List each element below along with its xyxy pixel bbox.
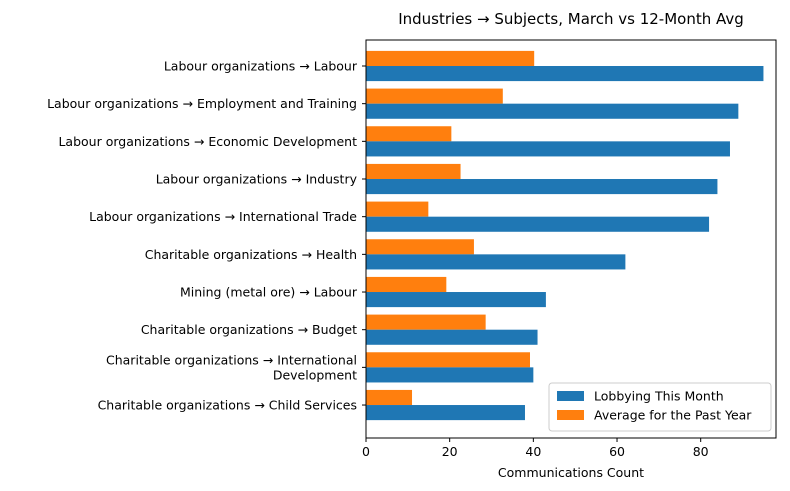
bar-average-past-year — [366, 276, 447, 293]
y-axis: Labour organizations → Labour Labour orga… — [47, 59, 366, 413]
bar-lobbying-this-month — [366, 216, 710, 232]
y-tick-label: Mining (metal ore) → Labour — [180, 285, 358, 300]
plot-frame — [365, 39, 777, 439]
x-tick-label: 20 — [442, 444, 458, 459]
bar-average-past-year — [366, 50, 535, 66]
x-axis: 0 20 40 60 80 — [362, 438, 709, 459]
bars-group — [366, 50, 764, 421]
bar-average-past-year — [366, 163, 461, 180]
bar-average-past-year — [366, 201, 429, 217]
x-tick-label: 40 — [525, 444, 541, 459]
bar-lobbying-this-month — [366, 66, 764, 82]
legend-swatch — [557, 410, 584, 420]
y-tick-label: Labour organizations → Labour — [164, 59, 358, 74]
bar-average-past-year — [366, 314, 486, 330]
bar-average-past-year — [366, 126, 452, 142]
x-tick-label: 80 — [693, 444, 709, 459]
bar-lobbying-this-month — [366, 367, 534, 383]
bar-lobbying-this-month — [366, 329, 538, 345]
bar-average-past-year — [366, 352, 530, 368]
legend-swatch — [557, 391, 584, 401]
legend: Lobbying This Month Average for the Past … — [548, 382, 772, 432]
y-tick-label: Development — [273, 367, 357, 382]
x-tick-label: 60 — [609, 444, 625, 459]
bar-lobbying-this-month — [366, 179, 718, 195]
bar-average-past-year — [366, 239, 474, 255]
bar-lobbying-this-month — [366, 254, 626, 270]
y-tick-label: Charitable organizations → International — [106, 352, 357, 367]
bar-lobbying-this-month — [366, 405, 525, 421]
bar-lobbying-this-month — [366, 103, 739, 119]
bar-average-past-year — [366, 88, 503, 104]
legend-entry: Lobbying This Month — [594, 389, 724, 404]
y-tick-label: Labour organizations → Industry — [156, 172, 358, 187]
legend-entry: Average for the Past Year — [594, 408, 752, 423]
bar-lobbying-this-month — [366, 292, 546, 308]
y-tick-label: Charitable organizations → Health — [145, 247, 357, 262]
y-tick-label: Labour organizations → Employment and Tr… — [47, 96, 357, 111]
x-axis-label: Communications Count — [498, 465, 644, 480]
bar-average-past-year — [366, 389, 413, 406]
y-tick-label: Labour organizations → Economic Developm… — [58, 134, 357, 149]
x-tick-label: 0 — [362, 444, 370, 459]
y-tick-label: Charitable organizations → Budget — [141, 322, 357, 337]
chart-title: Industries → Subjects, March vs 12-Month… — [398, 10, 744, 28]
bar-lobbying-this-month — [366, 141, 730, 157]
y-tick-label: Labour organizations → International Tra… — [89, 209, 357, 224]
y-tick-label: Charitable organizations → Child Service… — [98, 398, 357, 413]
legend-box — [548, 382, 772, 432]
